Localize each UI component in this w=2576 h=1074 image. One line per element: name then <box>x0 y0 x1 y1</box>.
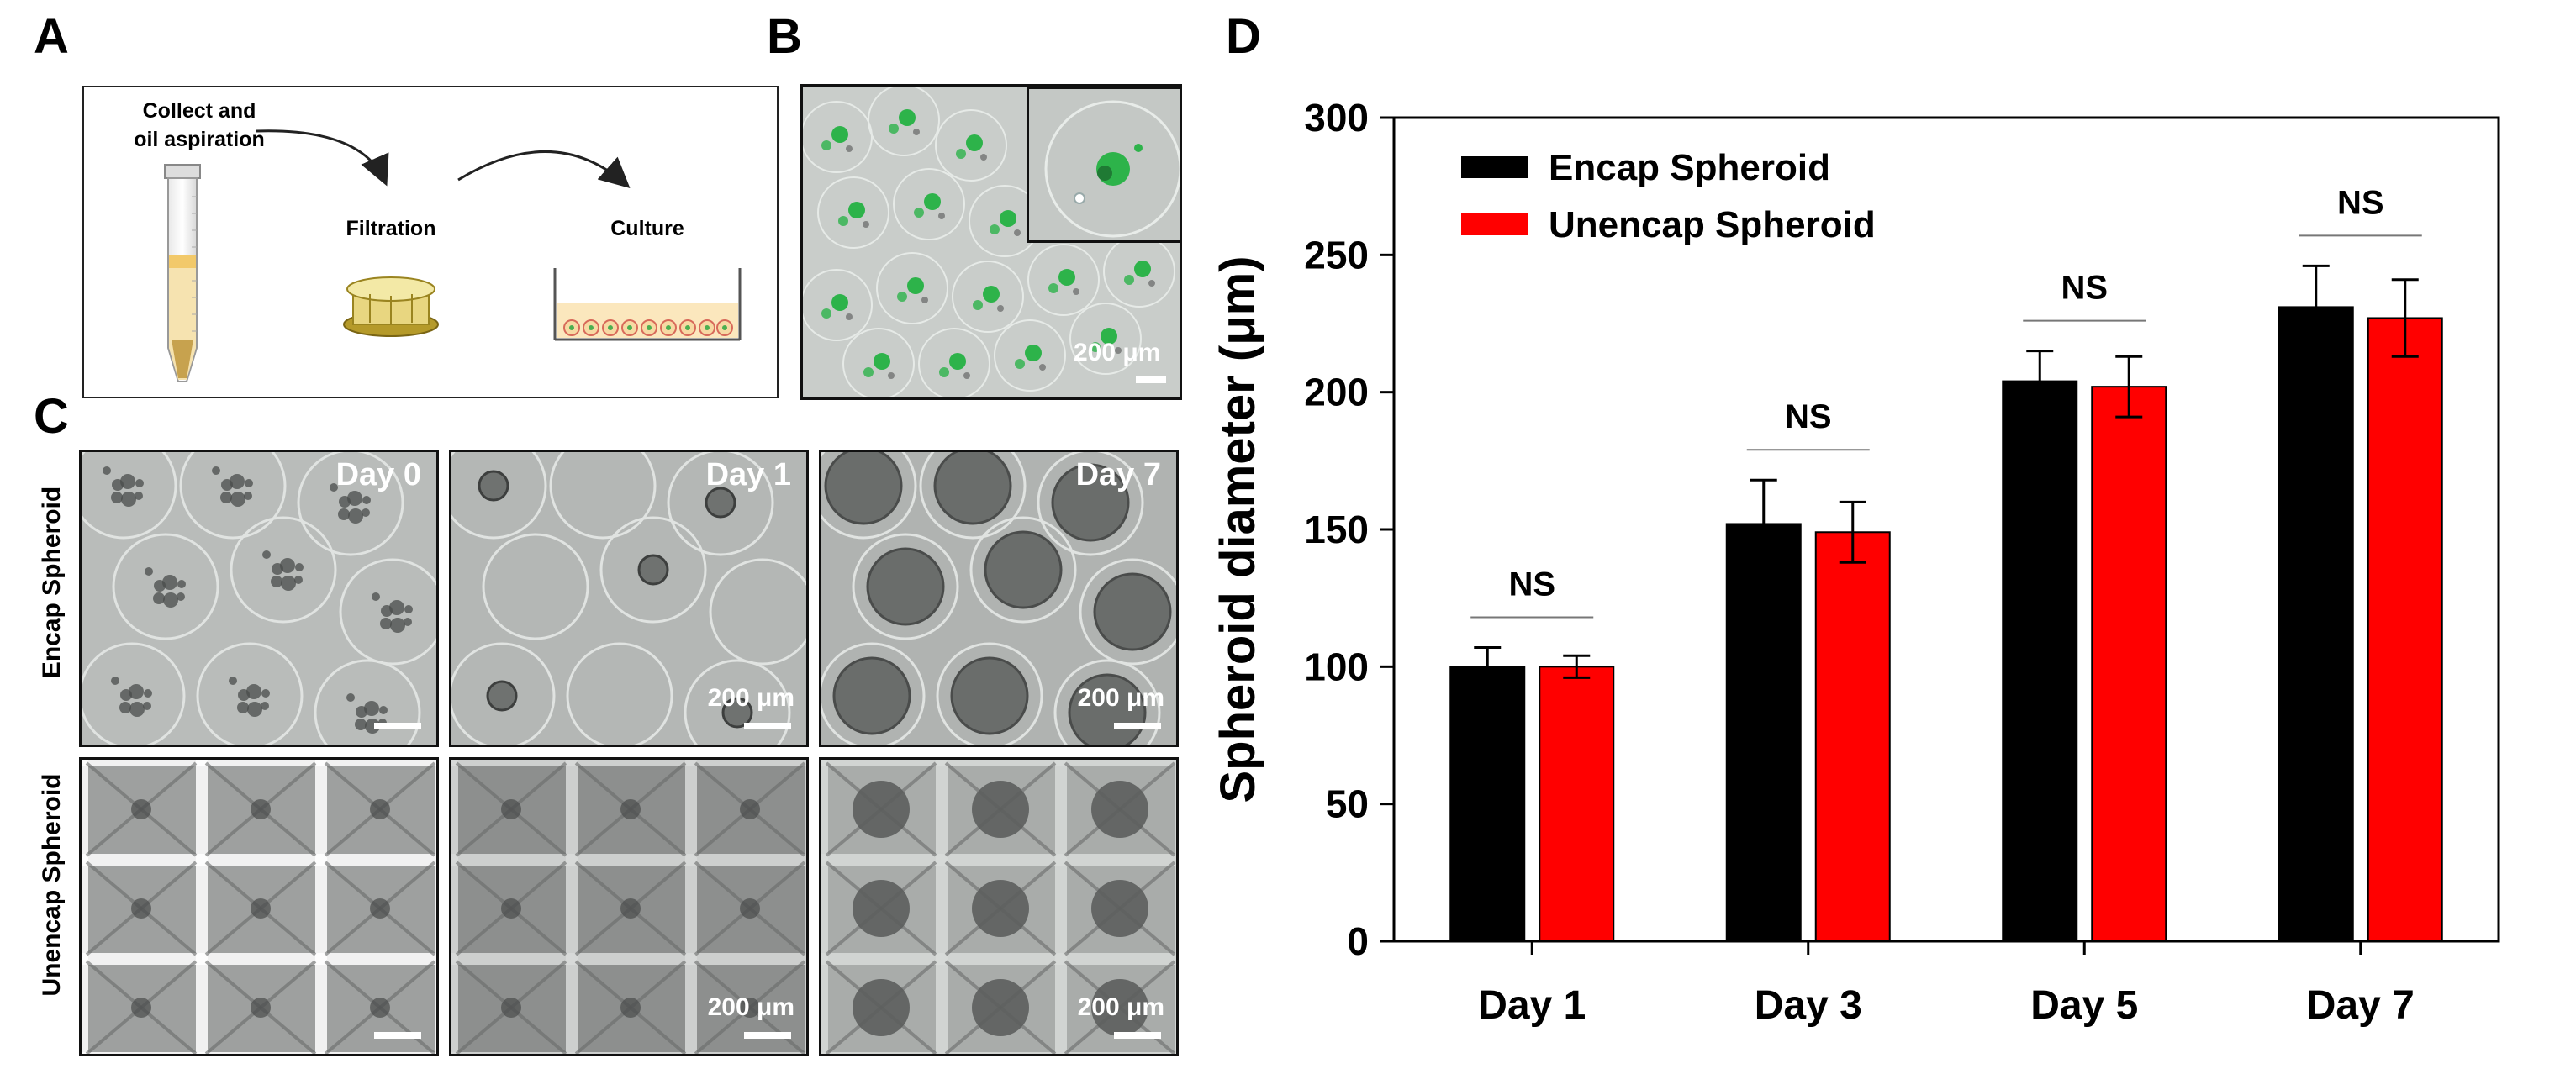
micrograph-encap-day7: Day 7 200 μm <box>819 450 1179 747</box>
step-culture: Culture <box>610 217 684 240</box>
scale-bar <box>744 723 791 729</box>
bar-encap <box>1449 666 1526 942</box>
panel-letter-c: C <box>34 389 69 444</box>
day-label: Day 1 <box>705 457 791 492</box>
bar-encap <box>2002 380 2078 943</box>
significance-label: NS <box>2337 184 2384 221</box>
micrograph-unencap-day0 <box>79 757 439 1056</box>
micrograph-unencap-day1: 200 μm <box>449 757 809 1056</box>
bar-unencap <box>2091 386 2167 942</box>
micrograph-encap-day1: Day 1 200 μm <box>449 450 809 747</box>
workflow-schematic: Collect and oil aspiration Filtration Cu… <box>82 86 779 398</box>
legend-label: Unencap Spheroid <box>1549 204 1876 245</box>
scale-bar <box>744 1032 791 1039</box>
row-label-unencap: Unencap Spheroid <box>38 773 66 997</box>
row-label-encap: Encap Spheroid <box>38 486 66 679</box>
scale-bar-label: 200 μm <box>1077 684 1164 712</box>
bar-encap <box>1725 523 1802 942</box>
workflow-illustration <box>164 129 742 382</box>
scale-bar <box>374 1032 421 1039</box>
y-tick-label: 100 <box>1304 645 1369 688</box>
scale-bar-label: 200 μm <box>1077 993 1164 1021</box>
legend-swatch-encap <box>1461 156 1528 178</box>
x-tick-label: Day 7 <box>2307 983 2415 1028</box>
day-label: Day 0 <box>335 457 421 492</box>
panel-letter-a: A <box>34 9 69 64</box>
micrograph-encap-day0: Day 0 <box>79 450 439 747</box>
legend-swatch-unencap <box>1461 213 1528 235</box>
y-tick-label: 200 <box>1304 371 1369 414</box>
culture-dish-icon <box>553 268 742 341</box>
y-tick-label: 300 <box>1304 96 1369 140</box>
micrograph-unencap-day7: 200 μm <box>819 757 1179 1056</box>
step-collect-line2: oil aspiration <box>134 128 265 151</box>
zoom-inset <box>1027 87 1180 243</box>
y-tick-label: 0 <box>1347 919 1369 963</box>
panel-letter-b: B <box>767 9 802 64</box>
y-axis-label: Spheroid diameter (μm) <box>1211 255 1265 803</box>
scale-bar <box>1114 723 1161 729</box>
bar-unencap <box>1814 531 1891 942</box>
day-label: Day 7 <box>1075 457 1161 492</box>
significance-label: NS <box>2061 270 2108 307</box>
step-filtration: Filtration <box>346 217 436 240</box>
significance-label: NS <box>1508 566 1555 603</box>
significance-label: NS <box>1785 398 1832 435</box>
scale-bar-label: 200 μm <box>1074 339 1161 366</box>
scale-bar <box>374 723 421 729</box>
x-tick-label: Day 1 <box>1478 983 1586 1028</box>
step-collect-line1: Collect and <box>142 99 256 123</box>
panel-letter-d: D <box>1226 9 1261 64</box>
x-tick-label: Day 3 <box>1755 983 1862 1028</box>
bar-chart: 0 50 100 150 200 250 300 Spheroid diameter (μm)… <box>1211 96 2500 1028</box>
scale-bar-label: 200 μm <box>707 993 794 1021</box>
y-tick-label: 150 <box>1304 508 1369 551</box>
bar-encap <box>2278 306 2354 942</box>
y-tick-label: 50 <box>1326 782 1369 826</box>
cell-strainer-icon <box>343 276 439 337</box>
arrow-to-culture <box>457 150 631 188</box>
arrow-to-filtration <box>256 129 389 187</box>
conical-tube-icon <box>164 164 201 382</box>
scale-bar-label: 200 μm <box>707 684 794 712</box>
bar-unencap <box>2367 317 2443 942</box>
bar-unencap <box>1539 666 1615 942</box>
scale-bar <box>1114 1032 1161 1039</box>
x-tick-label: Day 5 <box>2030 983 2138 1028</box>
fluorescence-micrograph: 200 μm <box>800 84 1182 400</box>
y-tick-label: 250 <box>1304 233 1369 276</box>
scale-bar <box>1136 376 1166 383</box>
legend-label: Encap Spheroid <box>1549 147 1830 188</box>
